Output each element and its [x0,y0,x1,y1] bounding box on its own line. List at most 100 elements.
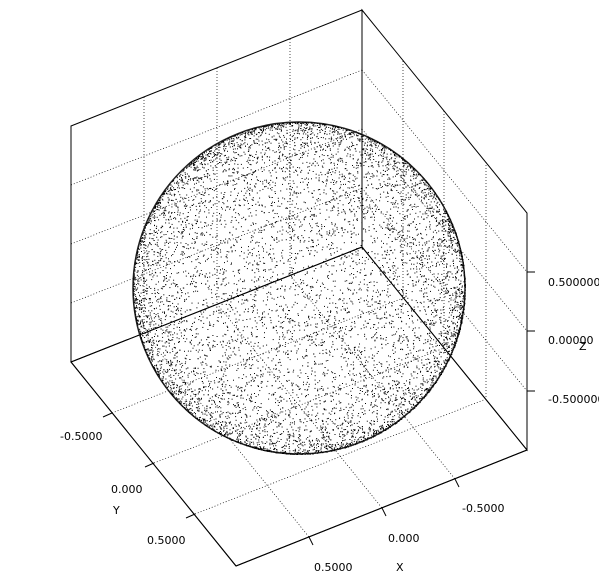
data-point [232,340,234,342]
data-point [453,322,455,324]
data-point [272,339,274,341]
data-point [228,168,230,170]
data-point [349,221,351,223]
data-point [413,389,415,391]
data-point [385,311,387,313]
data-point [262,373,264,375]
data-point [429,228,431,230]
data-point [360,376,362,378]
data-point [308,182,309,184]
data-point [321,226,323,228]
data-point [158,318,160,320]
data-point [190,343,192,345]
data-point [407,192,409,194]
data-point [440,257,442,259]
data-point [315,151,316,153]
data-point [281,446,283,448]
data-point [435,375,437,377]
data-point [215,369,217,371]
data-point [227,329,229,331]
data-point [399,414,401,416]
data-point [461,291,463,293]
data-point [278,425,280,427]
data-point [374,205,376,207]
data-point [269,317,271,319]
data-point [258,242,260,243]
data-point [288,415,290,417]
data-point [383,271,385,273]
data-point [282,336,284,338]
data-point [425,189,427,191]
data-point [382,147,384,149]
data-point [193,345,195,347]
data-point [256,179,258,181]
data-point [292,392,294,394]
data-point [387,343,389,344]
data-point [191,281,192,283]
data-point [233,201,235,203]
data-point [371,261,373,263]
data-point [395,272,397,274]
data-point [332,280,334,282]
data-point [449,231,451,233]
data-point [417,402,419,403]
data-point [228,303,230,305]
data-point [237,172,238,174]
data-point [271,226,273,228]
data-point [134,299,136,301]
data-point [333,230,335,232]
data-point [315,223,317,225]
data-point [235,239,237,241]
data-point [287,350,289,352]
data-point [191,409,193,411]
data-point [177,209,179,211]
data-point [231,251,233,253]
data-point [204,222,206,224]
data-point [356,218,358,220]
data-point [427,284,429,286]
data-point [442,225,444,227]
data-point [363,165,365,166]
data-point [429,204,431,206]
data-point [265,146,266,148]
data-point [163,276,165,277]
data-point [270,142,272,144]
data-point [184,253,185,255]
data-point [383,191,385,193]
data-point [270,450,272,452]
data-point [299,133,300,135]
data-point [175,284,177,286]
data-point [325,258,327,260]
data-point [177,308,179,310]
data-point [314,362,316,364]
data-point [147,334,149,336]
data-point [389,159,391,161]
data-point [340,133,342,135]
data-point [452,335,454,337]
data-point [334,142,336,144]
data-point [166,275,167,276]
data-point [323,125,325,127]
data-point [290,245,292,247]
data-point [372,200,374,202]
data-point [163,303,165,305]
data-point [262,128,264,130]
data-point [425,181,427,183]
data-point [452,295,454,296]
data-point [329,332,331,334]
data-point [278,216,279,218]
data-point [327,325,329,327]
data-point [351,281,353,283]
data-point [285,122,287,124]
data-point [379,183,381,185]
data-point [188,272,190,274]
data-point [239,411,241,413]
data-point [278,350,280,352]
data-point [448,228,450,230]
data-point [249,163,251,165]
data-point [225,364,227,366]
data-point [225,416,227,418]
data-point [388,382,390,384]
data-point [448,239,450,241]
data-point [302,255,304,257]
